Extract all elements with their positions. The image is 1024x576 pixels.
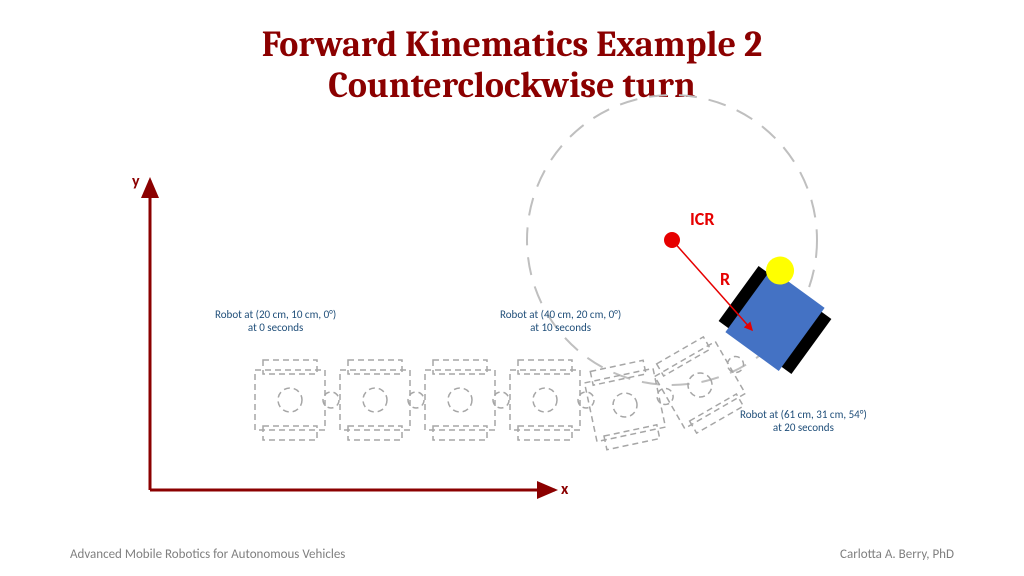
kinematics-diagram [0,0,1024,576]
coordinate-axes [150,180,555,490]
ghost-robots [255,326,762,452]
radius-label: R [720,268,730,290]
icr-marker [664,232,752,330]
slide-footer: Advanced Mobile Robotics for Autonomous … [0,547,1024,562]
footer-right: Carlotta A. Berry, PhD [840,547,954,562]
y-axis-label: y [132,172,140,191]
robot-label: Robot at (61 cm, 31 cm, 54°)at 20 second… [740,408,867,434]
robot-label: Robot at (20 cm, 10 cm, 0°)at 0 seconds [215,308,336,334]
x-axis-label: x [561,480,568,499]
footer-left: Advanced Mobile Robotics for Autonomous … [70,547,345,562]
robot-current [716,247,845,378]
robot-label: Robot at (40 cm, 20 cm, 0°)at 10 seconds [500,308,621,334]
icr-label: ICR [690,208,714,230]
